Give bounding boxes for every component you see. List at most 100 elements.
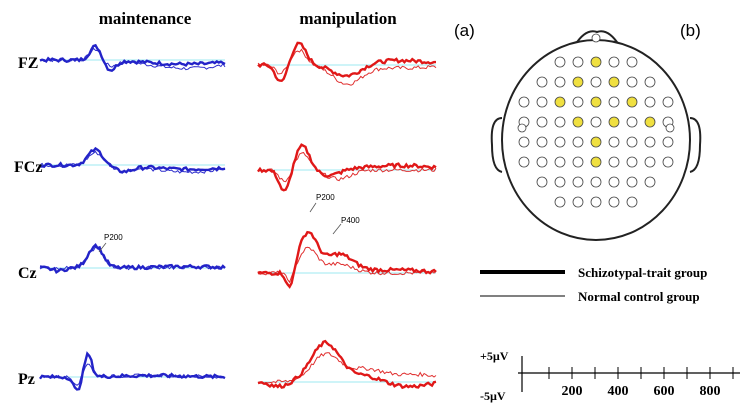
electrode	[572, 136, 584, 148]
electrode	[626, 56, 638, 68]
column-title: maintenance	[99, 9, 192, 28]
channel-label: Pz	[18, 371, 35, 388]
electrode	[536, 116, 548, 128]
waveform	[257, 151, 437, 183]
head-map	[490, 30, 702, 241]
electrode	[518, 156, 530, 168]
electrode	[590, 196, 602, 208]
electrodes	[517, 33, 675, 208]
channel-label: FZ	[18, 55, 38, 72]
electrode	[626, 156, 638, 168]
electrode	[608, 76, 620, 88]
electrode	[608, 196, 620, 208]
waveform	[257, 246, 437, 284]
waveform	[39, 146, 226, 174]
time-tick-label: 800	[700, 384, 721, 399]
electrode	[662, 156, 674, 168]
electrode	[644, 76, 656, 88]
electrode	[608, 96, 620, 108]
electrode	[644, 156, 656, 168]
electrode	[554, 116, 566, 128]
channel-label: FCz	[14, 159, 42, 176]
waveform	[257, 41, 436, 83]
waveforms	[39, 41, 437, 391]
annotation: P200	[104, 233, 123, 242]
electrode	[517, 123, 527, 133]
electrode	[572, 116, 584, 128]
legend-label: Schizotypal-trait group	[578, 265, 707, 280]
panel-label: (a)	[454, 21, 475, 40]
electrode	[572, 196, 584, 208]
electrode	[626, 96, 638, 108]
electrode	[608, 116, 620, 128]
waveform	[39, 43, 226, 73]
electrode	[536, 96, 548, 108]
electrode	[590, 96, 602, 108]
annotation: P200	[316, 193, 335, 202]
electrode	[554, 76, 566, 88]
waveform	[257, 48, 437, 86]
time-tick-label: 600	[654, 384, 675, 399]
electrode	[590, 176, 602, 188]
column-title: manipulation	[299, 9, 397, 28]
electrode	[572, 96, 584, 108]
ear	[490, 117, 503, 173]
electrode	[554, 196, 566, 208]
electrode	[644, 176, 656, 188]
electrode	[626, 176, 638, 188]
annotation: P400	[341, 216, 360, 225]
electrode	[590, 116, 602, 128]
electrode	[572, 76, 584, 88]
electrode	[591, 33, 601, 43]
annotation-arrow	[309, 202, 317, 213]
time-tick-label: 200	[562, 384, 583, 399]
electrode	[608, 156, 620, 168]
annotation-arrow	[98, 242, 107, 253]
electrode	[518, 96, 530, 108]
waveform	[257, 230, 437, 289]
electrode	[626, 76, 638, 88]
annotation-arrow	[332, 223, 342, 235]
electrode	[626, 136, 638, 148]
electrode	[590, 136, 602, 148]
waveform	[39, 351, 226, 391]
ear	[689, 117, 702, 173]
electrode	[572, 176, 584, 188]
waveform	[39, 47, 226, 71]
panel-label: (b)	[680, 21, 701, 40]
amplitude-label: -5µV	[480, 389, 506, 403]
electrode	[644, 96, 656, 108]
scale-bar: +5µV -5µV 200 400 600 800	[480, 349, 740, 403]
electrode	[665, 123, 675, 133]
electrode	[662, 136, 674, 148]
electrode	[608, 56, 620, 68]
electrode	[536, 156, 548, 168]
amplitude-label: +5µV	[480, 349, 509, 363]
waveform	[257, 339, 437, 390]
electrode	[608, 136, 620, 148]
electrode	[626, 116, 638, 128]
electrode	[572, 156, 584, 168]
electrode	[590, 156, 602, 168]
electrode	[572, 56, 584, 68]
electrode	[518, 136, 530, 148]
channel-label: Cz	[18, 265, 37, 282]
electrode	[662, 96, 674, 108]
electrode	[536, 176, 548, 188]
electrode	[536, 136, 548, 148]
electrode	[536, 76, 548, 88]
electrode	[554, 96, 566, 108]
electrode	[644, 116, 656, 128]
time-tick-label: 400	[608, 384, 629, 399]
electrode	[554, 176, 566, 188]
electrode	[608, 176, 620, 188]
electrode	[554, 56, 566, 68]
electrode	[626, 196, 638, 208]
waveform	[39, 243, 226, 275]
electrode	[590, 56, 602, 68]
electrode	[554, 156, 566, 168]
time-ticks	[548, 367, 734, 379]
electrode	[644, 136, 656, 148]
electrode	[554, 136, 566, 148]
